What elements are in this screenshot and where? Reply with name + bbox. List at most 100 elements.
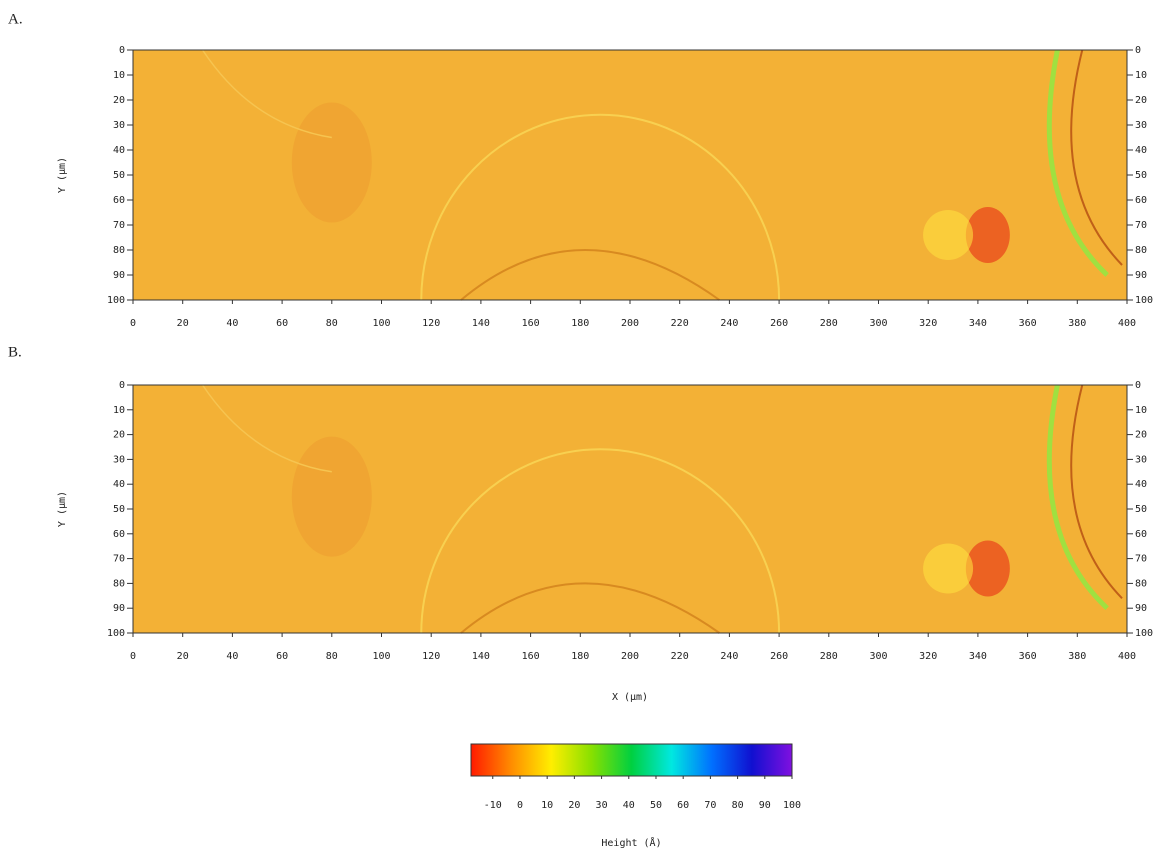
y-tick-label: 40: [113, 479, 125, 490]
y-tick-label: 90: [113, 270, 125, 281]
y-tick-label: 50: [113, 170, 125, 181]
y-tick-label: 80: [113, 578, 125, 589]
y-tick-label: 100: [107, 628, 125, 639]
colorbar-tick-label: 40: [623, 800, 635, 811]
y-tick-label: 40: [113, 145, 125, 156]
x-axis-label: X (µm): [612, 692, 648, 703]
colorbar-title: Height (Å): [601, 836, 661, 849]
y-axis-label: Y (µm): [57, 491, 68, 527]
x-tick-label: 0: [130, 318, 136, 329]
y-tick-label-right: 0: [1135, 45, 1141, 56]
heatmap: [133, 385, 1127, 633]
x-tick-label: 20: [177, 318, 189, 329]
y-tick-label: 90: [113, 603, 125, 614]
x-tick-label: 400: [1118, 651, 1136, 662]
y-tick-label-right: 60: [1135, 529, 1147, 540]
x-tick-label: 260: [770, 651, 788, 662]
colorbar-tick-label: 100: [783, 800, 801, 811]
x-tick-label: 100: [372, 318, 390, 329]
y-tick-label: 20: [113, 430, 125, 441]
y-tick-label: 50: [113, 504, 125, 515]
x-tick-label: 240: [720, 318, 738, 329]
colorbar-tick-label: -10: [484, 800, 502, 811]
x-tick-label: 280: [820, 318, 838, 329]
x-tick-label: 220: [671, 318, 689, 329]
colorbar-tick-label: 60: [677, 800, 689, 811]
surface-feature: [1070, 384, 1123, 599]
surface-feature: [201, 384, 332, 473]
y-tick-label: 10: [113, 405, 125, 416]
x-tick-label: 180: [571, 651, 589, 662]
y-tick-label-right: 80: [1135, 578, 1147, 589]
x-tick-label: 120: [422, 318, 440, 329]
y-tick-label: 100: [107, 295, 125, 306]
x-tick-label: 220: [671, 651, 689, 662]
x-tick-label: 160: [522, 318, 540, 329]
x-tick-label: 100: [372, 651, 390, 662]
y-tick-label-right: 70: [1135, 220, 1147, 231]
panel-title: A.: [8, 11, 23, 27]
surface-feature: [1046, 49, 1109, 277]
surface-feature: [460, 249, 721, 301]
surface-feature: [923, 543, 974, 594]
surface-feature: [291, 102, 372, 223]
colorbar-tick-label: 90: [759, 800, 771, 811]
x-tick-label: 60: [276, 318, 288, 329]
x-tick-label: 200: [621, 318, 639, 329]
colorbar-tick-label: 70: [704, 800, 716, 811]
y-tick-label-right: 20: [1135, 430, 1147, 441]
x-tick-label: 0: [130, 651, 136, 662]
surface-feature: [923, 210, 974, 260]
x-tick-label: 80: [326, 318, 338, 329]
y-tick-label-right: 20: [1135, 95, 1147, 106]
y-tick-label: 60: [113, 529, 125, 540]
x-tick-label: 260: [770, 318, 788, 329]
y-tick-label-right: 40: [1135, 145, 1147, 156]
y-tick-label-right: 70: [1135, 554, 1147, 565]
colorbar-tick-label: 0: [517, 800, 523, 811]
x-tick-label: 80: [326, 651, 338, 662]
y-tick-label-right: 30: [1135, 120, 1147, 131]
surface-feature: [291, 436, 372, 557]
surface-feature: [420, 113, 781, 301]
x-tick-label: 320: [919, 318, 937, 329]
x-tick-label: 180: [571, 318, 589, 329]
heatmap: [133, 50, 1127, 300]
y-tick-label-right: 100: [1135, 628, 1153, 639]
x-tick-label: 120: [422, 651, 440, 662]
x-tick-label: 280: [820, 651, 838, 662]
y-tick-label: 70: [113, 554, 125, 565]
y-tick-label: 0: [119, 45, 125, 56]
y-tick-label: 20: [113, 95, 125, 106]
y-axis-label: Y (µm): [57, 157, 68, 193]
surface-feature: [201, 49, 332, 139]
x-tick-label: 300: [869, 318, 887, 329]
x-tick-label: 40: [226, 651, 238, 662]
x-tick-label: 140: [472, 318, 490, 329]
y-tick-label-right: 10: [1135, 405, 1147, 416]
surface-feature: [1070, 49, 1123, 266]
x-tick-label: 340: [969, 651, 987, 662]
x-tick-label: 320: [919, 651, 937, 662]
y-tick-label: 30: [113, 120, 125, 131]
x-tick-label: 400: [1118, 318, 1136, 329]
panel-title: B.: [8, 344, 22, 360]
y-tick-label-right: 50: [1135, 170, 1147, 181]
y-tick-label-right: 40: [1135, 479, 1147, 490]
x-tick-label: 60: [276, 651, 288, 662]
colorbar-tick-label: 10: [541, 800, 553, 811]
x-tick-label: 140: [472, 651, 490, 662]
surface-feature: [965, 207, 1010, 263]
y-tick-label-right: 60: [1135, 195, 1147, 206]
surface-feature: [420, 448, 781, 634]
y-tick-label: 0: [119, 380, 125, 391]
x-tick-label: 380: [1068, 318, 1086, 329]
y-tick-label-right: 10: [1135, 70, 1147, 81]
colorbar-tick-label: 20: [568, 800, 580, 811]
y-tick-label: 30: [113, 454, 125, 465]
y-tick-label-right: 30: [1135, 454, 1147, 465]
y-tick-label-right: 90: [1135, 270, 1147, 281]
x-tick-label: 160: [522, 651, 540, 662]
surface-feature: [460, 582, 721, 634]
